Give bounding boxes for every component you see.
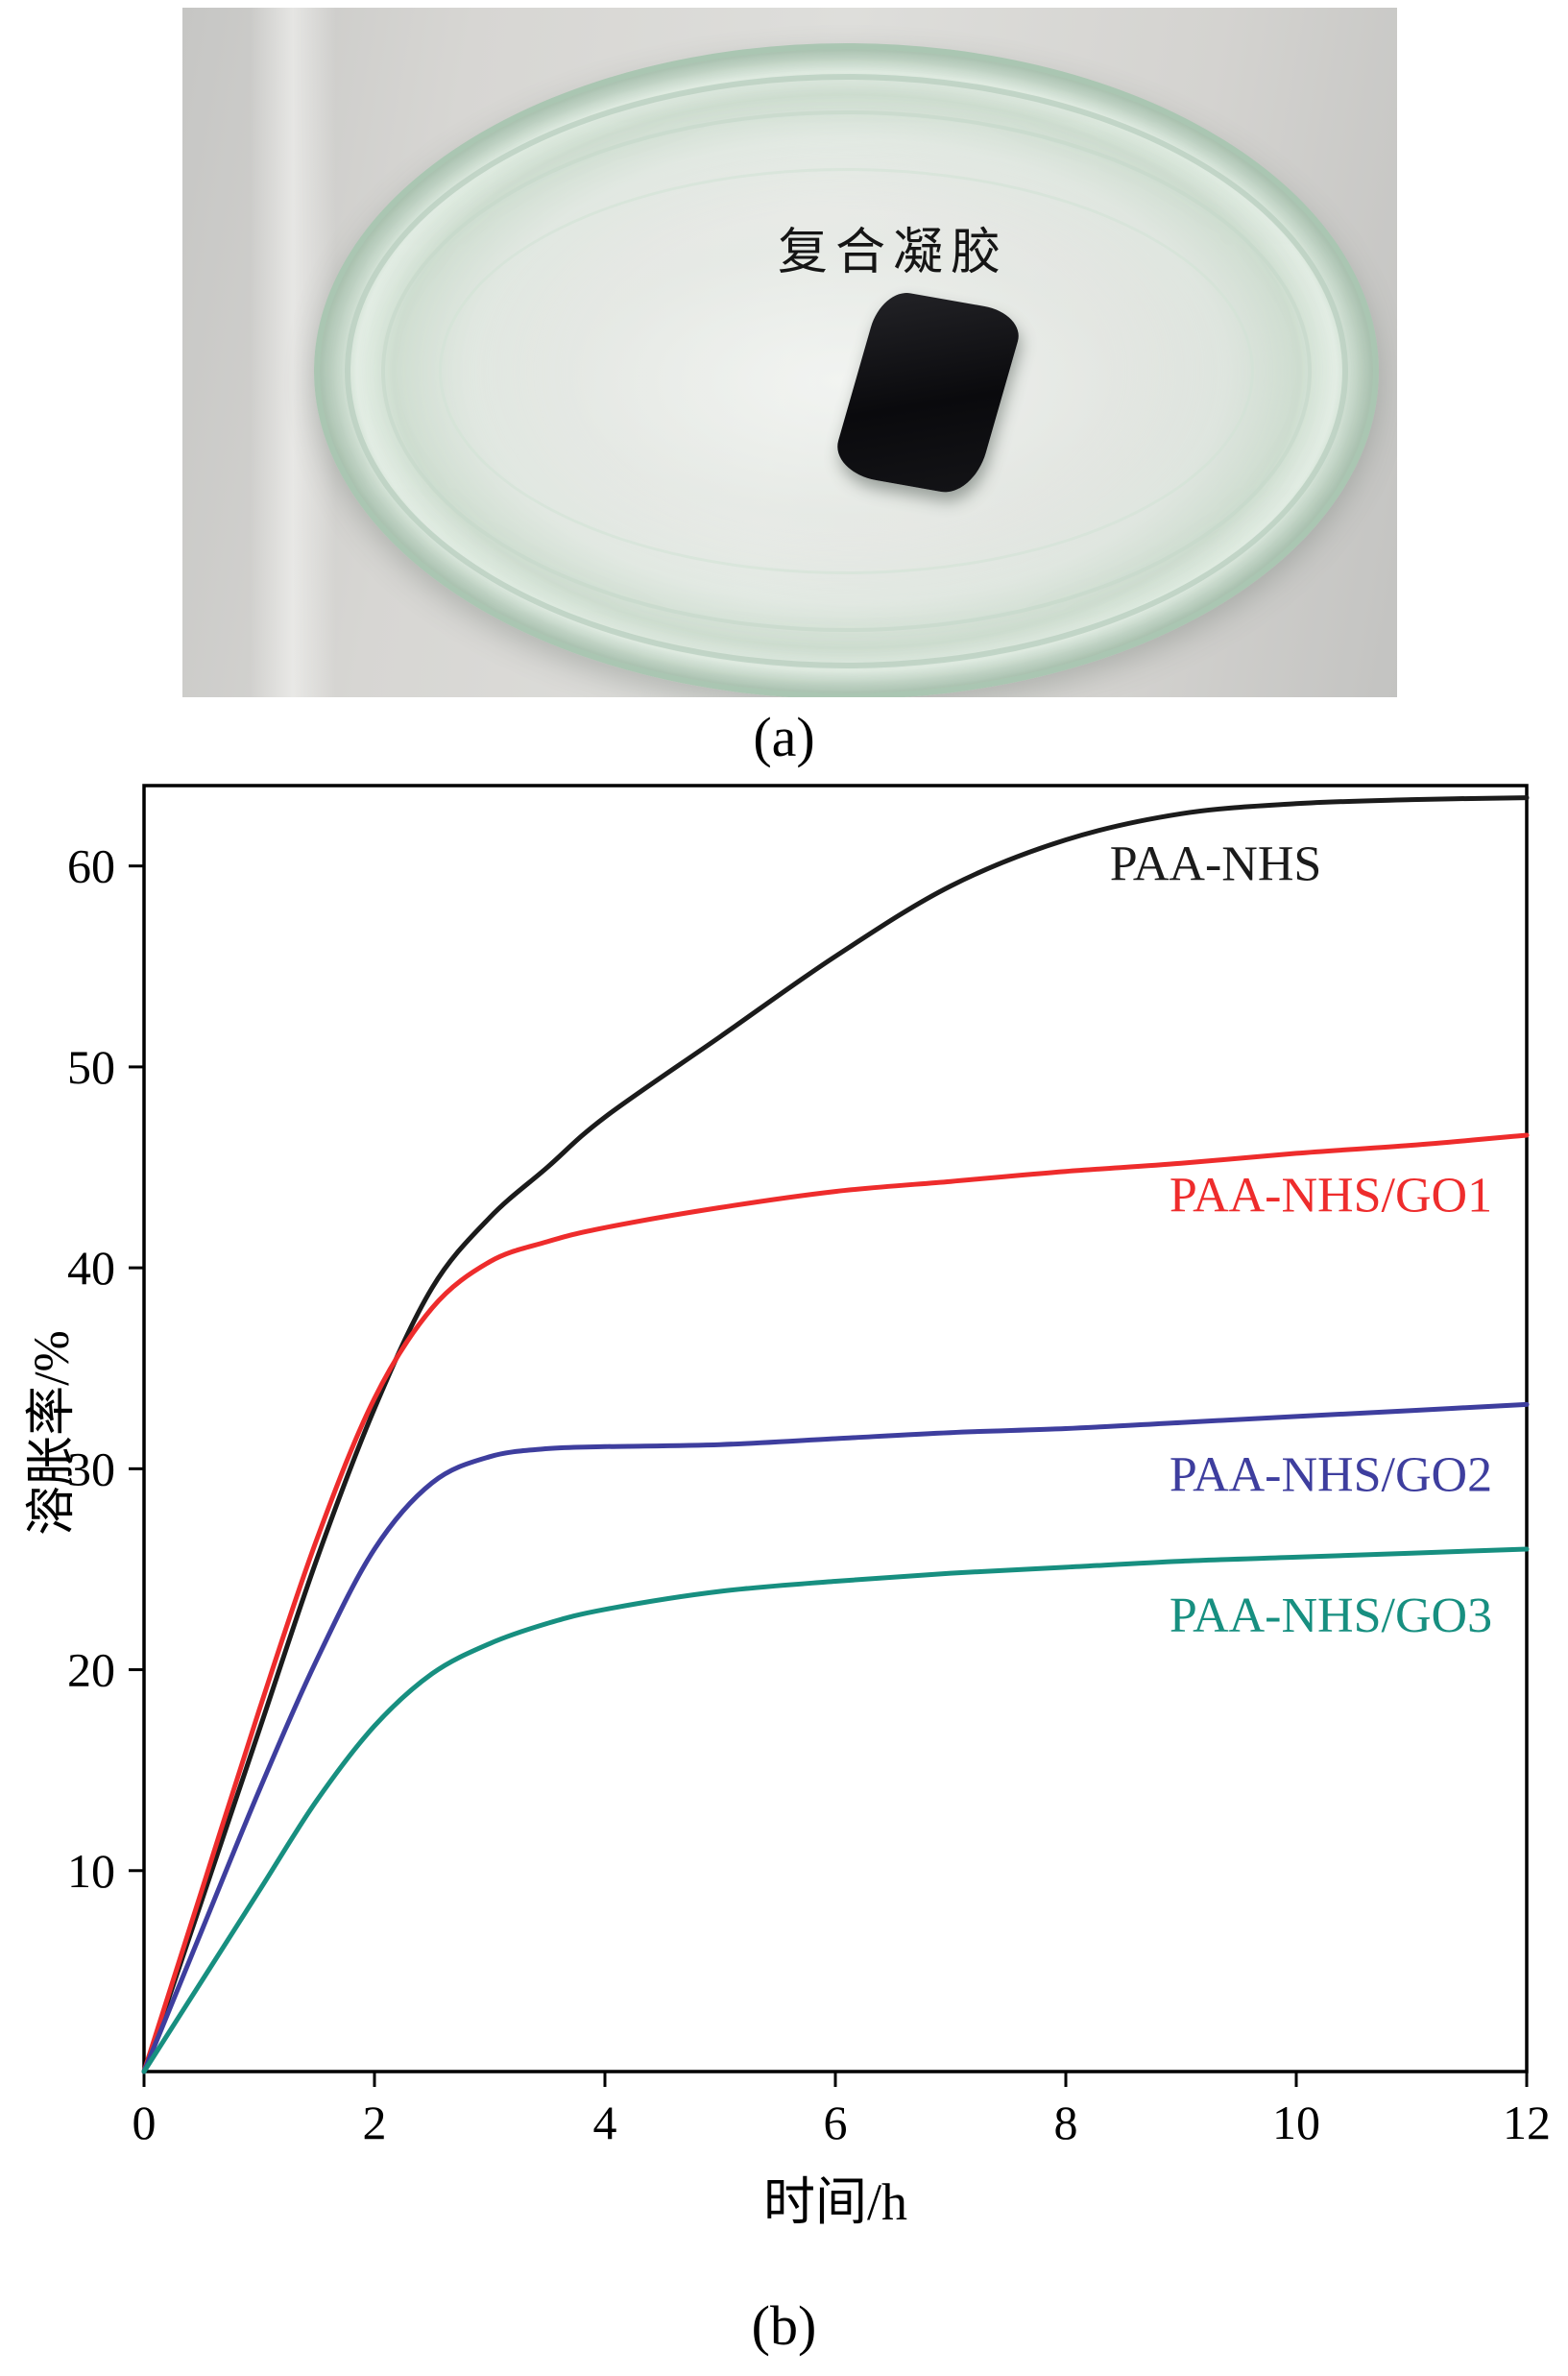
panel-a-photo: 复合凝胶 xyxy=(182,8,1397,697)
x-tick-label: 2 xyxy=(363,2096,387,2149)
water-highlight xyxy=(502,212,1181,549)
swelling-chart: 0 2 4 6 8 10 12 10 20 30 40 50 60 PAA-NHS PAA-NHS/GO1 P… xyxy=(0,768,1568,2267)
x-tick-label: 10 xyxy=(1272,2096,1320,2149)
y-tick-label: 40 xyxy=(67,1241,115,1295)
y-tick-label: 60 xyxy=(67,839,115,893)
series-label-PAA-NHS/GO2: PAA-NHS/GO2 xyxy=(1170,1447,1492,1502)
x-axis-label: 时间/h xyxy=(762,2173,907,2231)
series-line-PAA-NHS xyxy=(141,795,1530,2074)
series-line-PAA-NHS/GO3 xyxy=(141,1546,1530,2074)
dish-inner-ring xyxy=(381,110,1312,632)
x-tick-label: 12 xyxy=(1503,2096,1551,2149)
y-tick-label: 50 xyxy=(67,1040,115,1094)
x-tick-label: 0 xyxy=(133,2096,157,2149)
petri-dish xyxy=(314,43,1379,697)
chart-canvas: 0 2 4 6 8 10 12 10 20 30 40 50 60 PAA-NHS PAA-NHS/GO1 P… xyxy=(67,784,1551,2149)
x-tick-label: 4 xyxy=(593,2096,617,2149)
panel-b-caption: (b) xyxy=(751,2294,817,2357)
y-tick-label: 30 xyxy=(67,1442,115,1495)
panel-a-caption: (a) xyxy=(753,706,815,768)
y-axis-label: 溶胀率/% xyxy=(25,1330,80,1536)
series-label-PAA-NHS/GO3: PAA-NHS/GO3 xyxy=(1170,1588,1492,1643)
series-line-PAA-NHS/GO2 xyxy=(141,1401,1530,2074)
series-label-PAA-NHS: PAA-NHS xyxy=(1110,836,1322,891)
series-line-PAA-NHS/GO1 xyxy=(141,1132,1530,2074)
dish-water-ring xyxy=(439,168,1254,574)
y-tick-label: 10 xyxy=(67,1844,115,1898)
photo-annotation: 复合凝胶 xyxy=(778,226,1009,280)
series-label-PAA-NHS/GO1: PAA-NHS/GO1 xyxy=(1170,1169,1492,1224)
x-tick-label: 6 xyxy=(824,2096,848,2149)
x-tick-label: 8 xyxy=(1054,2096,1078,2149)
dish-rim-ring xyxy=(345,74,1348,668)
plot-frame xyxy=(142,784,1529,2073)
y-tick-label: 20 xyxy=(67,1643,115,1697)
